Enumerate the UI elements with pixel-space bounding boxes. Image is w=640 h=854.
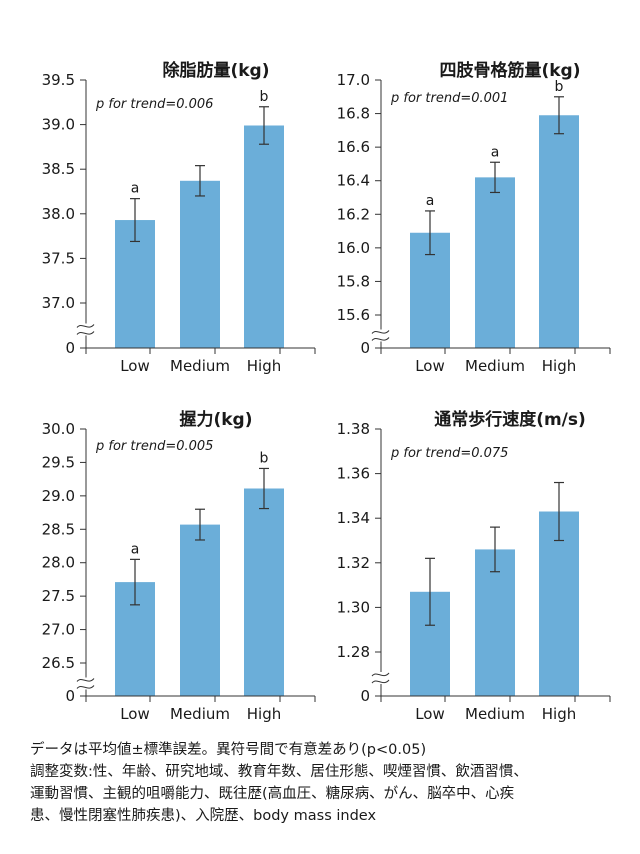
x-tick-label: Low (415, 705, 445, 723)
y-tick-label: 16.0 (337, 239, 370, 257)
bar-high (244, 488, 284, 696)
significance-letter: a (131, 541, 140, 557)
axis-break-gap (77, 325, 95, 334)
x-tick-label: High (542, 357, 576, 375)
y-tick-label: 29.5 (42, 453, 75, 471)
bar-high (539, 115, 579, 348)
axis-break-gap (77, 679, 95, 688)
significance-letter: b (555, 79, 564, 95)
chart-title: 握力(kg) (179, 409, 252, 430)
bar-high (539, 511, 579, 696)
y-tick-label: 15.8 (337, 272, 370, 290)
y-tick-label: 17.0 (337, 71, 370, 89)
y-tick-label: 39.5 (42, 71, 75, 89)
y-tick-label: 38.0 (42, 205, 75, 223)
chart-panel-1: 除脂肪量(kg) p for trend=0.006 a Low Medium b High… (42, 60, 316, 375)
y-tick-label-zero: 0 (360, 339, 370, 357)
y-tick-label: 37.5 (42, 249, 75, 267)
significance-letter: b (260, 450, 269, 466)
y-tick-label: 1.28 (337, 643, 370, 661)
x-tick-label: High (247, 705, 281, 723)
axis-break-mark-upper (371, 330, 390, 334)
y-tick-label: 1.36 (337, 465, 370, 483)
x-tick-label: Medium (465, 357, 525, 375)
y-tick-label: 16.4 (337, 172, 370, 190)
axis-break-gap (372, 331, 390, 340)
chart-panel-3: 握力(kg) p for trend=0.005 a Low Medium b High 26… (42, 409, 316, 723)
significance-letter: a (131, 181, 140, 197)
x-tick-label: Low (120, 357, 150, 375)
trend-annotation: p for trend=0.005 (95, 439, 213, 454)
y-tick-label: 37.0 (42, 294, 75, 312)
note-line-2: 調整変数:性、年齢、研究地域、教育年数、居住形態、喫煙習慣、飲酒習慣、 (30, 764, 528, 780)
bar-medium (180, 524, 220, 696)
note-line-1: データは平均値±標準誤差。異符号間で有意差あり(p<0.05) (30, 742, 427, 758)
axis-break-mark-upper (76, 324, 95, 328)
x-tick-label: Low (120, 705, 150, 723)
y-tick-label: 16.6 (337, 138, 370, 156)
axis-break-mark-lower (371, 679, 390, 684)
significance-letter: a (491, 144, 500, 160)
significance-letter: b (260, 89, 269, 105)
axis-break-gap (372, 674, 390, 682)
y-tick-label: 26.5 (42, 654, 75, 672)
y-tick-label: 30.0 (42, 420, 75, 438)
chart-title: 四肢骨格筋量(kg) (439, 60, 580, 81)
y-tick-label: 16.2 (337, 205, 370, 223)
y-tick-label: 38.5 (42, 160, 75, 178)
y-tick-label-zero: 0 (65, 687, 75, 705)
y-tick-label: 1.30 (337, 598, 370, 616)
axis-break-mark-lower (371, 337, 390, 341)
axis-break-mark-lower (76, 331, 95, 335)
x-tick-label: High (247, 357, 281, 375)
trend-annotation: p for trend=0.075 (390, 446, 508, 461)
y-tick-label: 16.8 (337, 105, 370, 123)
y-tick-label: 28.5 (42, 520, 75, 538)
bar-medium (180, 180, 220, 348)
y-tick-label-zero: 0 (65, 339, 75, 357)
y-tick-label: 1.32 (337, 554, 370, 572)
y-tick-label: 1.34 (337, 509, 370, 527)
note-line-3: 運動習慣、主観的咀嚼能力、既往歴(高血圧、糖尿病、がん、脳卒中、心疾 (30, 786, 515, 802)
y-tick-label: 27.5 (42, 587, 75, 605)
y-tick-label: 15.6 (337, 306, 370, 324)
trend-annotation: p for trend=0.006 (95, 97, 213, 112)
y-tick-label-zero: 0 (360, 687, 370, 705)
x-tick-label: High (542, 705, 576, 723)
chart-panel-2: 四肢骨格筋量(kg) p for trend=0.001 a Low a Medium b H… (337, 60, 611, 375)
bar-medium (475, 177, 515, 348)
axis-break-mark-upper (76, 678, 95, 682)
x-tick-label: Low (415, 357, 445, 375)
chart-title: 除脂肪量(kg) (162, 60, 269, 81)
charts-figure: 除脂肪量(kg) p for trend=0.006 a Low Medium b High… (42, 60, 611, 723)
chart-title: 通常歩行速度(m/s) (434, 409, 586, 430)
bar-medium (475, 549, 515, 696)
axis-break-mark-upper (371, 672, 390, 677)
note-line-4: 患、慢性閉塞性肺疾患)、入院歴、body mass index (30, 808, 377, 824)
x-tick-label: Medium (465, 705, 525, 723)
chart-panel-4: 通常歩行速度(m/s) p for trend=0.075 Low Medium Hig… (337, 409, 611, 723)
x-tick-label: Medium (170, 705, 230, 723)
y-tick-label: 27.0 (42, 621, 75, 639)
y-tick-label: 28.0 (42, 554, 75, 572)
bar-high (244, 125, 284, 348)
x-tick-label: Medium (170, 357, 230, 375)
significance-letter: a (426, 193, 435, 209)
y-tick-label: 39.0 (42, 116, 75, 134)
y-tick-label: 29.0 (42, 487, 75, 505)
y-tick-label: 1.38 (337, 420, 370, 438)
trend-annotation: p for trend=0.001 (390, 91, 508, 106)
axis-break-mark-lower (76, 685, 95, 689)
